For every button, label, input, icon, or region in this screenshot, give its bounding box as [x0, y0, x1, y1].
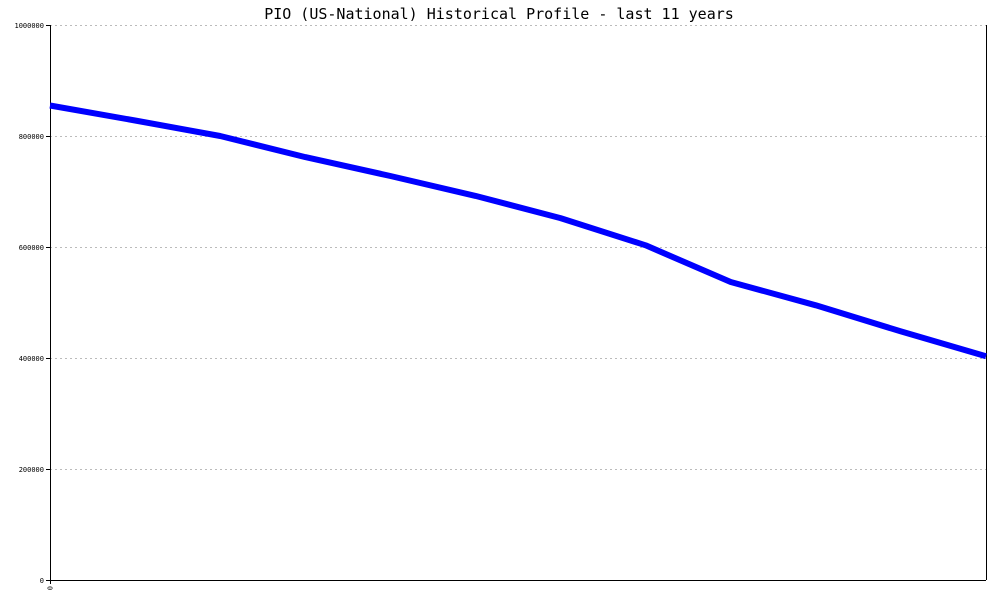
series-line	[49, 102, 987, 360]
tick-labels: 0 200000 400000 600000 800000 1000000 0	[14, 22, 54, 590]
y-tick-label: 0	[40, 577, 44, 585]
chart-title: PIO (US-National) Historical Profile - l…	[264, 5, 734, 23]
y-tick-label: 800000	[19, 133, 44, 141]
y-tick-label: 200000	[19, 466, 44, 474]
series-lines	[49, 102, 987, 360]
grid-lines	[50, 25, 986, 470]
y-tick-label: 600000	[19, 244, 44, 252]
y-tick-label: 400000	[19, 355, 44, 363]
axes	[46, 25, 987, 584]
y-tick-label: 1000000	[14, 22, 44, 30]
x-tick-label: 0	[47, 586, 55, 590]
